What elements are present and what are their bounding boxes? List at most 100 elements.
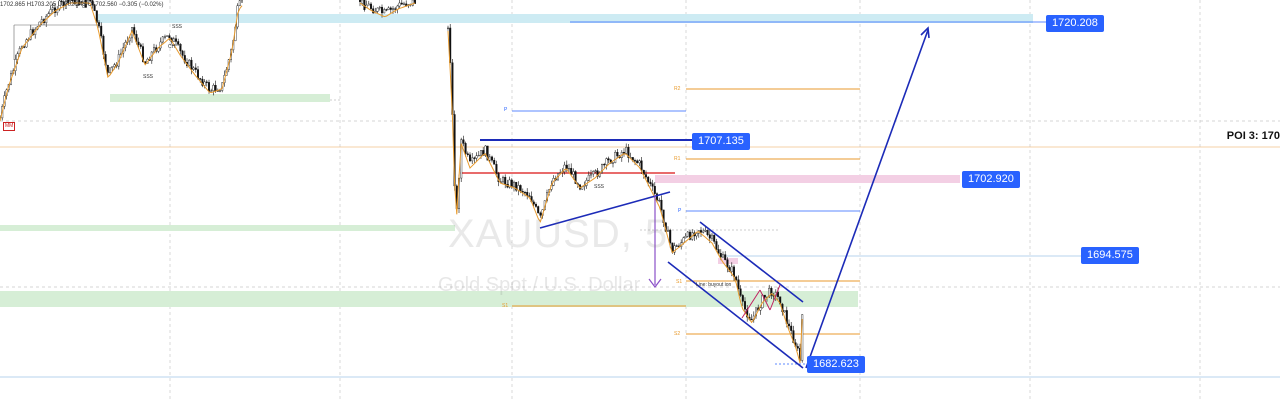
candle-body [378, 6, 381, 9]
sss-label-3: SSS [594, 184, 605, 190]
candle-body [359, 0, 362, 2]
candle-body [572, 171, 575, 175]
price-tag-1682[interactable]: 1682.623 [807, 356, 865, 373]
drawings [13, 24, 930, 369]
candle-body [510, 179, 513, 188]
candle-body [790, 325, 793, 331]
candle-body [513, 181, 516, 188]
candle-body [113, 64, 116, 67]
candle-body [594, 170, 597, 172]
candle-body [383, 9, 386, 14]
price-tag-1694[interactable]: 1694.575 [1081, 247, 1139, 264]
candle-body [715, 241, 718, 250]
candle-body [84, 0, 87, 8]
price-tag-1720[interactable]: 1720.208 [1046, 15, 1104, 32]
candle-body [473, 157, 476, 159]
candle-body [539, 212, 542, 216]
candle-body [783, 310, 786, 313]
candle-body [574, 171, 577, 184]
candle-body [475, 155, 478, 159]
candle-body [603, 164, 606, 166]
candle-body [640, 160, 643, 171]
candle-body [139, 44, 142, 47]
candle-body [58, 0, 61, 10]
candle-body [719, 253, 722, 258]
candle-body [484, 145, 487, 156]
candle-body [634, 160, 637, 162]
price-tag-1702[interactable]: 1702.920 [962, 171, 1020, 188]
candle-body [568, 168, 571, 170]
candle-body [744, 301, 747, 310]
candle-body [128, 37, 131, 42]
price-tag-1707[interactable]: 1707.135 [692, 133, 750, 150]
candle-body [480, 150, 483, 156]
candle-body [702, 230, 705, 233]
candle-body [502, 177, 505, 183]
candle-body [695, 233, 698, 237]
candle-body [403, 3, 406, 5]
candle-body [528, 195, 531, 197]
candle-body [95, 10, 98, 23]
supply-zone [98, 14, 1033, 23]
candle-body [210, 90, 213, 92]
candle-body [508, 179, 511, 188]
sss-label-1: SSS [143, 74, 154, 80]
candle-body [97, 22, 100, 27]
candle-body [739, 288, 742, 296]
candle-body [376, 7, 379, 12]
candle-body [477, 154, 480, 157]
candle-body [188, 59, 191, 66]
candle-body [526, 192, 529, 196]
candle-body [212, 85, 215, 91]
candle-body [704, 230, 707, 232]
candle-body [29, 29, 32, 40]
candle-body [636, 160, 639, 164]
candle-body [669, 229, 672, 244]
candle-body [656, 193, 659, 201]
candle-body [532, 201, 535, 205]
candle-body [181, 50, 184, 56]
candle-body [684, 235, 687, 239]
candle-body [73, 0, 76, 5]
pivot-p-label: P [504, 107, 508, 113]
pivot-r2-label: R2 [674, 86, 681, 92]
candle-body [361, 0, 364, 4]
candle-body [196, 69, 199, 79]
candle-body [75, 0, 78, 8]
candle-body [363, 0, 366, 10]
candle-body [466, 153, 469, 156]
candle-body [381, 6, 384, 14]
candle-body [614, 152, 617, 163]
candle-body [616, 152, 619, 157]
candle-body [398, 2, 401, 7]
candle-body [524, 192, 527, 194]
zigzag-1 [741, 289, 761, 319]
candle-body [82, 0, 85, 8]
candle-body [177, 41, 180, 45]
demand-zone-2 [0, 225, 455, 231]
candle-body [537, 206, 540, 214]
projection-arrowhead [920, 26, 930, 39]
projection-line [805, 29, 929, 369]
candle-body [535, 203, 538, 207]
candle-body [682, 237, 685, 243]
candle-body [91, 0, 94, 6]
choch-label: CH [168, 44, 176, 50]
candle-body [796, 346, 799, 349]
candle-body [495, 164, 498, 174]
candle-body [389, 7, 392, 10]
channel-upper [699, 221, 804, 303]
zigzag-3 [769, 284, 781, 311]
candle-body [638, 160, 641, 164]
candle-body [161, 36, 164, 43]
candle-body [737, 279, 740, 290]
candle-body [649, 181, 652, 184]
candle-body [708, 234, 711, 239]
drop-arrowhead [648, 278, 662, 288]
demand-zone-3 [0, 291, 858, 307]
candle-body [612, 162, 615, 164]
candle-body [504, 177, 507, 185]
candle-body [51, 7, 54, 10]
